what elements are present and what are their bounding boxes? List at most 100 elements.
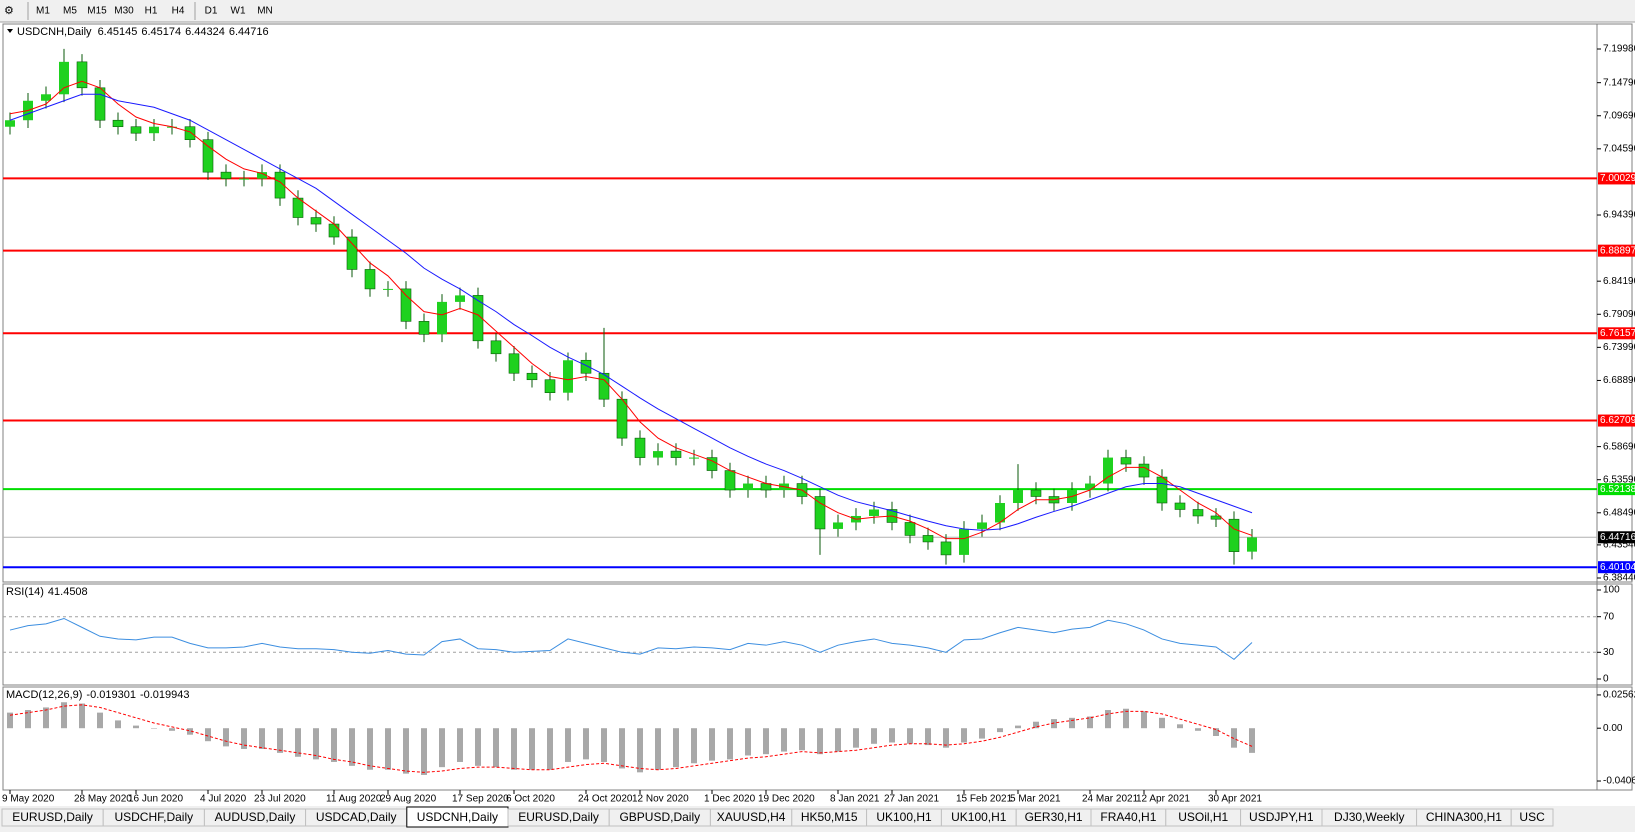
y-tick-label: -0.04068 — [1603, 776, 1635, 787]
candle-body — [455, 295, 465, 302]
timeframe-button[interactable]: W1 — [231, 6, 246, 17]
candle-body — [94, 87, 106, 121]
macd-bar — [1249, 728, 1255, 753]
menu-icon: ⚙ — [4, 5, 14, 17]
price-panel — [2, 23, 1633, 583]
macd-bar — [781, 728, 787, 752]
tab-label[interactable]: UK100,H1 — [876, 810, 932, 824]
candle-body — [904, 522, 916, 536]
tab-label[interactable]: XAUUSD,H4 — [717, 810, 786, 824]
level-label-box — [1598, 561, 1635, 574]
y-tick-label: 100 — [1603, 585, 1620, 596]
timeframe-button[interactable]: H1 — [145, 6, 158, 17]
candle-body — [724, 470, 736, 491]
candle-body — [328, 223, 340, 238]
tab-label[interactable]: GER30,H1 — [1025, 810, 1083, 824]
candle-body — [922, 535, 934, 543]
x-tick-label: 30 Apr 2021 — [1208, 794, 1262, 805]
tab-label[interactable]: AUDUSD,Daily — [215, 810, 296, 824]
macd-bar — [565, 728, 571, 762]
moving-average — [9, 80, 1253, 540]
macd-bar — [709, 728, 715, 761]
tab-label[interactable]: DJ30,Weekly — [1334, 810, 1404, 824]
macd-bar — [493, 728, 499, 768]
level-label: 7.00029 — [1600, 173, 1635, 184]
timeframe-button[interactable]: M1 — [36, 6, 50, 17]
tab-label[interactable]: USDJPY,H1 — [1249, 810, 1314, 824]
macd-signal — [9, 704, 1253, 773]
macd-bar — [1105, 710, 1111, 729]
y-tick-label: 6.79090 — [1603, 309, 1635, 320]
macd-bar — [457, 728, 463, 762]
y-tick-label: 6.48490 — [1603, 507, 1635, 518]
macd-bar — [169, 728, 175, 731]
tab[interactable] — [1510, 808, 1554, 827]
macd-bar — [673, 728, 679, 768]
y-tick-label: 6.38440 — [1603, 573, 1635, 584]
candle-body — [1013, 490, 1023, 503]
timeframe-button[interactable]: H4 — [172, 6, 185, 17]
tab-label[interactable]: CHINA300,H1 — [1426, 810, 1502, 824]
macd-bar — [655, 728, 661, 770]
macd-panel — [2, 686, 1633, 791]
x-tick-label: 1 Dec 2020 — [704, 794, 756, 805]
x-tick-label: 29 Aug 2020 — [380, 794, 437, 805]
macd-bar — [187, 728, 193, 735]
macd-bar — [1177, 724, 1183, 729]
timeframe-button[interactable]: D1 — [205, 6, 218, 17]
candle-body — [580, 359, 592, 374]
tab-label[interactable]: HK50,M15 — [801, 810, 858, 824]
tab-label[interactable]: GBPUSD,Daily — [619, 810, 700, 824]
macd-bar — [115, 720, 121, 729]
candle-body — [1192, 509, 1204, 517]
macd-bar — [619, 728, 625, 769]
tab-label[interactable]: FRA40,H1 — [1100, 810, 1156, 824]
y-tick-label: 6.94390 — [1603, 210, 1635, 221]
timeframe-button[interactable]: M30 — [114, 6, 134, 17]
y-tick-label: 70 — [1603, 611, 1615, 622]
macd-bar — [313, 728, 319, 760]
macd-bar — [421, 728, 427, 775]
candle-body — [400, 288, 412, 322]
tab-label[interactable]: USOil,H1 — [1178, 810, 1228, 824]
macd-bar — [1231, 728, 1237, 748]
tab-label[interactable]: USDCHF,Daily — [114, 810, 193, 824]
macd-bar — [889, 728, 895, 743]
timeframe-button[interactable]: M5 — [63, 6, 77, 17]
macd-bar — [349, 728, 355, 766]
rsi-panel — [2, 583, 1633, 686]
candle-body — [5, 120, 15, 127]
macd-bar — [25, 710, 31, 729]
candle-body — [995, 502, 1005, 523]
x-tick-label: 28 May 2020 — [74, 794, 132, 805]
candle-body — [1247, 537, 1257, 552]
tab-label[interactable]: USDCNH,Daily — [417, 810, 498, 824]
macd-bar — [817, 728, 823, 755]
tab-label[interactable]: EURUSD,Daily — [518, 810, 599, 824]
level-label: 6.52138 — [1600, 484, 1635, 495]
macd-bar — [1141, 711, 1147, 729]
macd-header: MACD(12,26,9) -0.019301 -0.019943 — [6, 689, 190, 701]
candle-body — [202, 139, 214, 173]
candle-body — [41, 94, 51, 101]
candle-body — [418, 321, 430, 335]
x-tick-label: 24 Oct 2020 — [578, 794, 633, 805]
tab-label[interactable]: EURUSD,Daily — [12, 810, 93, 824]
rsi-header: RSI(14) 41.4508 — [6, 586, 88, 598]
timeframe-button[interactable]: M15 — [87, 6, 107, 17]
candle-body — [1228, 518, 1240, 552]
tab-label[interactable]: UK100,H1 — [951, 810, 1007, 824]
chart-header: USDCNH,Daily 6.45145 6.45174 6.44324 6.44716 — [17, 26, 269, 38]
macd-bar — [637, 728, 643, 773]
timeframe-button[interactable]: MN — [257, 6, 273, 17]
y-tick-label: 7.19980 — [1603, 44, 1635, 55]
candle-body — [59, 61, 69, 95]
x-tick-label: 11 Aug 2020 — [326, 794, 382, 805]
x-tick-label: 23 Jul 2020 — [254, 794, 306, 805]
macd-bar — [79, 703, 85, 729]
tab-label[interactable]: USDCAD,Daily — [316, 810, 397, 824]
y-tick-label: 0 — [1603, 674, 1609, 685]
tab-label[interactable]: USC — [1519, 810, 1545, 824]
macd-bar — [1051, 719, 1057, 729]
candle-body — [563, 360, 573, 393]
